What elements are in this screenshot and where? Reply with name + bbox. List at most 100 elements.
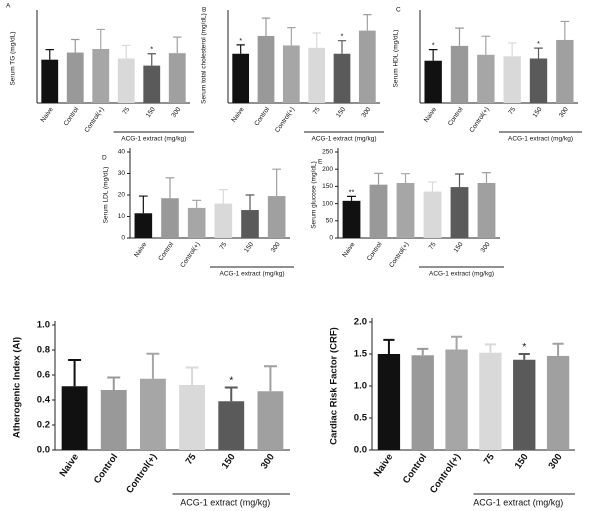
error-bar <box>552 342 564 356</box>
x-tick-label: 150 <box>243 241 255 254</box>
error-bar <box>383 338 395 354</box>
bar <box>369 184 388 238</box>
x-tick-label: 300 <box>170 106 182 119</box>
significance-label: ** <box>349 187 355 196</box>
bar <box>61 386 88 450</box>
y-tick-label: 0.5 <box>354 413 368 424</box>
significance-label: * <box>522 341 526 353</box>
error-bar <box>147 53 156 66</box>
group-label: ACG-1 extract (mg/kg) <box>508 136 573 143</box>
y-tick-label: 0.6 <box>37 370 50 381</box>
y-tick-label: 0.4 <box>37 395 51 406</box>
y-tick-label: 1.5 <box>354 349 368 360</box>
significance-label: * <box>432 41 435 50</box>
error-bar <box>287 27 296 46</box>
x-tick-label: Control(+) <box>468 106 490 134</box>
x-tick-label: Control <box>401 452 429 486</box>
bar <box>134 213 153 238</box>
error-bar <box>107 376 121 390</box>
y-tick-label: 30 <box>118 170 126 177</box>
bar <box>143 65 161 103</box>
x-tick-label: Control <box>157 241 175 263</box>
y-tick-label: 1.0 <box>354 381 367 392</box>
y-tick-label: 0.0 <box>354 445 367 456</box>
x-tick-label: Naive <box>372 452 396 479</box>
x-tick-label: Control(+) <box>179 241 201 269</box>
bar <box>139 378 166 450</box>
bar <box>411 355 434 450</box>
x-tick-label: 75 <box>507 106 517 116</box>
bar <box>477 182 496 238</box>
bar <box>342 200 361 238</box>
y-tick-label: 0 <box>329 235 333 242</box>
group-label: ACG-1 extract (mg/kg) <box>219 271 284 278</box>
error-bar <box>518 353 530 360</box>
error-bar <box>185 366 199 385</box>
x-tick-label: Control <box>366 241 384 263</box>
bar <box>282 45 300 103</box>
y-tick-label: 1.0 <box>37 320 50 331</box>
bar <box>257 391 284 450</box>
x-tick-label: 150 <box>145 106 157 119</box>
bar <box>92 49 110 103</box>
bar <box>513 359 536 450</box>
error-bar <box>560 20 570 40</box>
error-bar <box>451 335 463 350</box>
x-tick-label: Naive <box>230 106 245 124</box>
y-axis-label: Serum LDL (mg/dL) <box>103 167 110 224</box>
bar <box>161 198 179 238</box>
x-tick-label: 300 <box>270 241 282 254</box>
x-tick-label: Naive <box>133 241 148 259</box>
error-bar <box>374 172 383 185</box>
y-tick-label: 150 <box>322 183 333 190</box>
error-bar <box>428 49 438 61</box>
panel-label: B <box>202 7 206 14</box>
x-tick-label: Naive <box>341 241 356 259</box>
error-bar <box>173 36 182 54</box>
group-label: ACG-1 extract (mg/kg) <box>473 497 563 507</box>
bar <box>241 210 259 238</box>
x-tick-label: Control(+) <box>124 452 159 496</box>
y-tick-label: 250 <box>322 149 333 156</box>
error-bar <box>347 195 356 201</box>
x-tick-label: Naive <box>58 452 82 479</box>
significance-label: * <box>229 374 233 386</box>
x-tick-label: 75 <box>312 106 322 116</box>
x-tick-label: Control <box>253 106 271 128</box>
y-tick-label: 10 <box>118 213 126 220</box>
x-tick-label: 75 <box>218 241 228 251</box>
error-bar <box>71 38 80 53</box>
bar <box>218 401 245 450</box>
bar <box>179 385 206 450</box>
error-bar <box>534 47 543 59</box>
error-bar <box>192 199 202 208</box>
error-bar <box>122 44 131 59</box>
bar <box>546 355 570 450</box>
bar <box>232 53 250 103</box>
error-bar <box>224 386 238 402</box>
group-label: ACG-1 extract (mg/kg) <box>121 136 186 143</box>
bar <box>477 54 495 103</box>
bar <box>358 30 376 103</box>
bar <box>377 354 401 450</box>
x-tick-label: 150 <box>532 106 544 119</box>
error-bar <box>138 195 148 214</box>
x-tick-label: Control <box>92 452 120 486</box>
y-axis-label: Serum HDL (mg/dL) <box>393 30 400 88</box>
bar <box>257 35 275 103</box>
error-bar <box>261 17 271 36</box>
error-bar <box>484 343 496 353</box>
y-tick-label: 0.8 <box>37 345 50 356</box>
error-bar <box>68 359 82 387</box>
y-axis-label: Serum total cholesterol (mg/dL) <box>201 13 208 104</box>
x-tick-label: Control(+) <box>428 452 463 496</box>
bar <box>66 52 84 103</box>
x-tick-label: 150 <box>335 106 347 119</box>
y-tick-label: 20 <box>118 192 126 199</box>
y-tick-label: 2.0 <box>354 317 367 328</box>
significance-label: * <box>537 39 540 48</box>
bar <box>117 58 135 103</box>
x-tick-label: Control(+) <box>83 106 105 134</box>
error-bar <box>363 13 372 31</box>
